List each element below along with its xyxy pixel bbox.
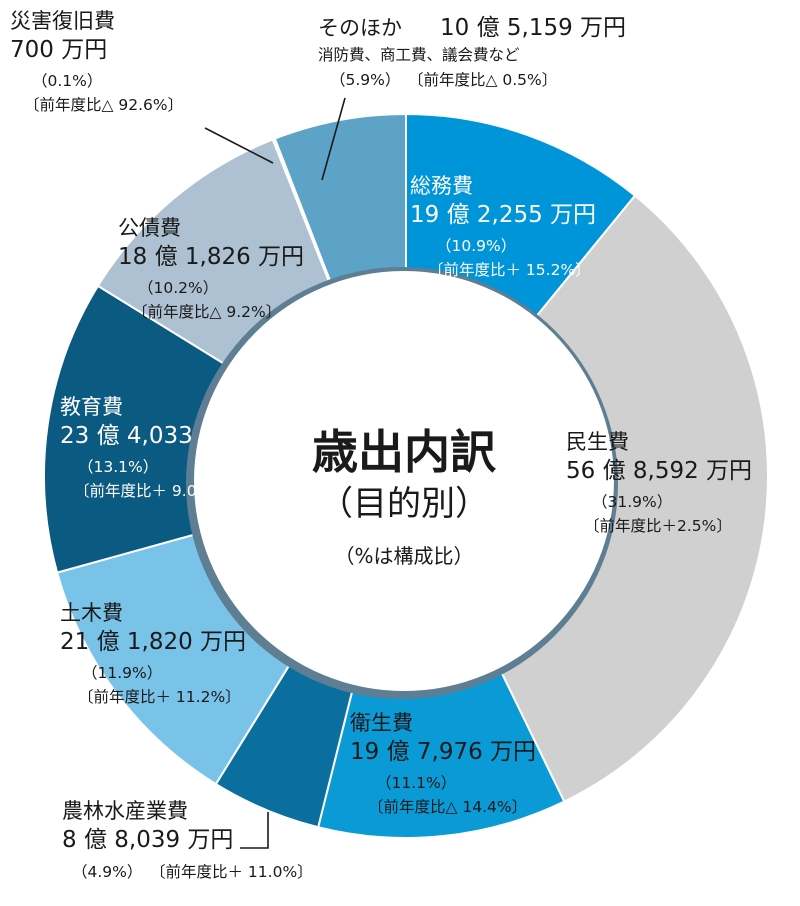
- leader-line-disaster: [204, 127, 274, 164]
- leader-line-agriculture: [240, 812, 269, 849]
- label-share-text: （31.9%）: [592, 493, 672, 511]
- chart-subtitle: （目的別）: [319, 484, 489, 524]
- label-name: 災害復旧費: [10, 9, 115, 33]
- label-amount: 700 万円: [10, 37, 107, 63]
- slice-labels: 総務費 19 億 2,255 万円 （10.9%） 〔前年度比＋ 15.2%〕民生費 5…: [10, 9, 752, 881]
- label-education: 教育費 23 億 4,033 万円 （13.1%） 〔前年度比＋ 9.0%〕: [60, 395, 246, 500]
- label-share-text: （4.9%）: [72, 863, 142, 881]
- label-amount: 19 億 7,976 万円: [350, 739, 536, 765]
- label-share-text: （13.1%）: [78, 458, 158, 476]
- leader-line-other: [321, 97, 346, 181]
- label-amount: 10 億 5,159 万円: [440, 15, 626, 41]
- label-share-text: （10.9%）: [436, 237, 516, 255]
- label-yoy-text: 〔前年度比△ 14.4%〕: [368, 798, 527, 816]
- label-desc: 消防費、商工費、議会費など: [318, 46, 520, 64]
- label-name: 土木費: [60, 601, 123, 625]
- label-amount: 23 億 4,033 万円: [60, 423, 246, 449]
- label-name: そのほか: [318, 16, 402, 40]
- label-amount: 18 億 1,826 万円: [118, 244, 304, 270]
- label-amount: 8 億 8,039 万円: [62, 827, 233, 853]
- label-share-text: （5.9%）: [330, 71, 400, 89]
- label-amount: 19 億 2,255 万円: [410, 202, 596, 228]
- label-health: 衛生費 19 億 7,976 万円 （11.1%） 〔前年度比△ 14.4%〕: [350, 711, 536, 816]
- chart-center: 歳出内訳 （目的別） （%は構成比）: [312, 425, 497, 568]
- label-share-text: （0.1%）: [32, 72, 102, 90]
- label-civil: 土木費 21 億 1,820 万円 （11.9%） 〔前年度比＋ 11.2%〕: [60, 601, 246, 706]
- label-share-text: （11.9%）: [82, 664, 162, 682]
- label-yoy-text: 〔前年度比△ 92.6%〕: [24, 96, 183, 114]
- label-disaster: 災害復旧費 700 万円 （0.1%） 〔前年度比△ 92.6%〕: [10, 9, 183, 114]
- label-yoy-text: 〔前年度比＋ 9.0%〕: [74, 482, 227, 500]
- label-name: 総務費: [410, 174, 473, 198]
- label-yoy-text: 〔前年度比△ 9.2%〕: [132, 303, 281, 321]
- label-share-text: （11.1%）: [376, 774, 456, 792]
- label-agriculture: 農林水産業費 8 億 8,039 万円 （4.9%） 〔前年度比＋ 11.0%〕: [62, 799, 313, 881]
- label-name: 民生費: [566, 430, 629, 454]
- label-yoy-text: 〔前年度比＋2.5%〕: [584, 517, 732, 535]
- chart-note: （%は構成比）: [334, 544, 473, 568]
- label-amount: 21 億 1,820 万円: [60, 629, 246, 655]
- label-name: 教育費: [60, 395, 123, 419]
- label-name: 公債費: [118, 216, 181, 240]
- label-name: 衛生費: [350, 711, 413, 735]
- label-yoy-text: 〔前年度比＋ 15.2%〕: [428, 261, 591, 279]
- label-debt: 公債費 18 億 1,826 万円 （10.2%） 〔前年度比△ 9.2%〕: [118, 216, 304, 321]
- label-yoy-text: 〔前年度比△ 0.5%〕: [408, 71, 557, 89]
- label-amount: 56 億 8,592 万円: [566, 458, 752, 484]
- donut-hole: [194, 271, 614, 691]
- label-yoy-text: 〔前年度比＋ 11.0%〕: [150, 863, 313, 881]
- label-yoy-text: 〔前年度比＋ 11.2%〕: [78, 688, 241, 706]
- leader-lines: [204, 97, 346, 849]
- label-general: 総務費 19 億 2,255 万円 （10.9%） 〔前年度比＋ 15.2%〕: [410, 174, 596, 279]
- label-welfare: 民生費 56 億 8,592 万円 （31.9%） 〔前年度比＋2.5%〕: [566, 430, 752, 535]
- label-share-text: （10.2%）: [138, 279, 218, 297]
- label-name: 農林水産業費: [62, 799, 188, 823]
- chart-title: 歳出内訳: [312, 425, 497, 479]
